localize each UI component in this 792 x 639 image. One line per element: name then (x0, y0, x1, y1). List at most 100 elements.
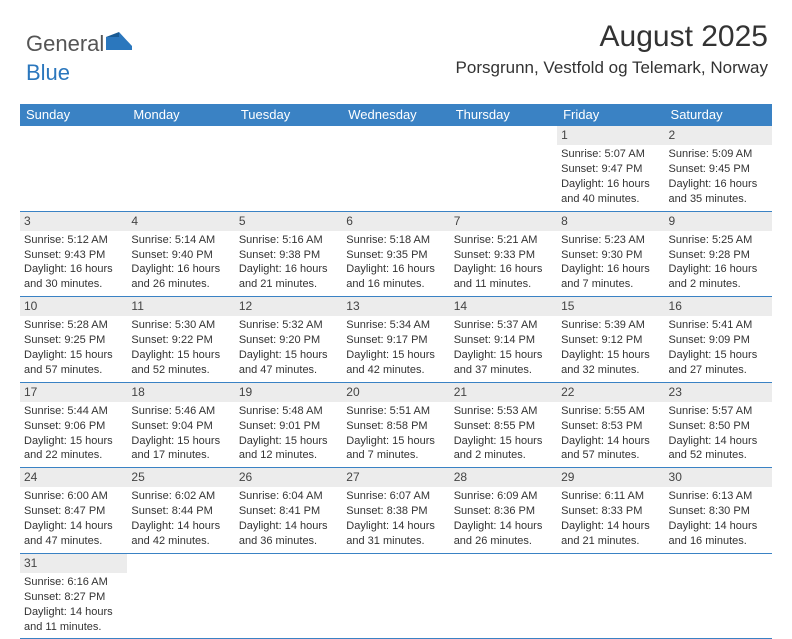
day-line-sunrise: Sunrise: 6:07 AM (346, 489, 445, 504)
day-line-sunset: Sunset: 9:40 PM (131, 248, 230, 263)
day-line-day2: and 52 minutes. (131, 363, 230, 378)
day-number: 20 (342, 383, 449, 402)
day-number: 15 (557, 297, 664, 316)
day-line-day2: and 7 minutes. (346, 448, 445, 463)
day-line-sunset: Sunset: 8:55 PM (454, 419, 553, 434)
day-cell: 17Sunrise: 5:44 AMSunset: 9:06 PMDayligh… (20, 383, 127, 468)
day-body: Sunrise: 5:46 AMSunset: 9:04 PMDaylight:… (127, 402, 234, 467)
day-number: 9 (665, 212, 772, 231)
day-number: 19 (235, 383, 342, 402)
day-line-day1: Daylight: 16 hours (669, 262, 768, 277)
day-cell: 11Sunrise: 5:30 AMSunset: 9:22 PMDayligh… (127, 297, 234, 382)
empty-day (557, 554, 664, 639)
day-line-sunset: Sunset: 8:27 PM (24, 590, 123, 605)
day-line-day2: and 11 minutes. (24, 620, 123, 635)
weekday-header: Sunday (20, 104, 127, 126)
day-number: 16 (665, 297, 772, 316)
day-number: 13 (342, 297, 449, 316)
day-line-day2: and 26 minutes. (454, 534, 553, 549)
day-line-sunrise: Sunrise: 5:55 AM (561, 404, 660, 419)
day-line-sunset: Sunset: 9:43 PM (24, 248, 123, 263)
day-line-sunrise: Sunrise: 5:28 AM (24, 318, 123, 333)
day-body: Sunrise: 5:21 AMSunset: 9:33 PMDaylight:… (450, 231, 557, 296)
day-line-sunset: Sunset: 9:06 PM (24, 419, 123, 434)
day-line-day1: Daylight: 15 hours (561, 348, 660, 363)
day-line-sunrise: Sunrise: 5:51 AM (346, 404, 445, 419)
day-line-day1: Daylight: 16 hours (561, 177, 660, 192)
weekday-header: Wednesday (342, 104, 449, 126)
week-row: 3Sunrise: 5:12 AMSunset: 9:43 PMDaylight… (20, 212, 772, 298)
day-line-day1: Daylight: 16 hours (131, 262, 230, 277)
day-line-day2: and 57 minutes. (24, 363, 123, 378)
day-cell: 26Sunrise: 6:04 AMSunset: 8:41 PMDayligh… (235, 468, 342, 553)
day-line-sunrise: Sunrise: 5:48 AM (239, 404, 338, 419)
day-line-sunrise: Sunrise: 6:04 AM (239, 489, 338, 504)
day-number: 23 (665, 383, 772, 402)
day-number: 30 (665, 468, 772, 487)
day-line-day2: and 31 minutes. (346, 534, 445, 549)
day-number: 6 (342, 212, 449, 231)
day-body: Sunrise: 5:18 AMSunset: 9:35 PMDaylight:… (342, 231, 449, 296)
day-line-day1: Daylight: 16 hours (669, 177, 768, 192)
day-line-day2: and 22 minutes. (24, 448, 123, 463)
day-cell: 2Sunrise: 5:09 AMSunset: 9:45 PMDaylight… (665, 126, 772, 211)
day-line-sunset: Sunset: 8:38 PM (346, 504, 445, 519)
day-body: Sunrise: 5:34 AMSunset: 9:17 PMDaylight:… (342, 316, 449, 381)
calendar: SundayMondayTuesdayWednesdayThursdayFrid… (20, 104, 772, 639)
day-line-day1: Daylight: 14 hours (131, 519, 230, 534)
day-cell: 30Sunrise: 6:13 AMSunset: 8:30 PMDayligh… (665, 468, 772, 553)
day-line-day1: Daylight: 16 hours (239, 262, 338, 277)
day-body: Sunrise: 6:00 AMSunset: 8:47 PMDaylight:… (20, 487, 127, 552)
day-line-sunset: Sunset: 8:50 PM (669, 419, 768, 434)
day-line-sunrise: Sunrise: 5:25 AM (669, 233, 768, 248)
weekday-header: Monday (127, 104, 234, 126)
day-line-day2: and 35 minutes. (669, 192, 768, 207)
day-line-sunset: Sunset: 9:09 PM (669, 333, 768, 348)
day-cell: 15Sunrise: 5:39 AMSunset: 9:12 PMDayligh… (557, 297, 664, 382)
day-number: 29 (557, 468, 664, 487)
day-body: Sunrise: 5:32 AMSunset: 9:20 PMDaylight:… (235, 316, 342, 381)
day-cell: 16Sunrise: 5:41 AMSunset: 9:09 PMDayligh… (665, 297, 772, 382)
day-cell: 9Sunrise: 5:25 AMSunset: 9:28 PMDaylight… (665, 212, 772, 297)
day-line-sunset: Sunset: 8:30 PM (669, 504, 768, 519)
day-cell: 6Sunrise: 5:18 AMSunset: 9:35 PMDaylight… (342, 212, 449, 297)
day-line-sunrise: Sunrise: 5:57 AM (669, 404, 768, 419)
day-line-day1: Daylight: 14 hours (239, 519, 338, 534)
day-body: Sunrise: 5:14 AMSunset: 9:40 PMDaylight:… (127, 231, 234, 296)
day-line-day1: Daylight: 15 hours (346, 434, 445, 449)
day-line-day1: Daylight: 15 hours (239, 348, 338, 363)
day-cell: 20Sunrise: 5:51 AMSunset: 8:58 PMDayligh… (342, 383, 449, 468)
day-line-sunrise: Sunrise: 5:07 AM (561, 147, 660, 162)
day-line-sunset: Sunset: 9:12 PM (561, 333, 660, 348)
day-line-day1: Daylight: 15 hours (454, 434, 553, 449)
day-body: Sunrise: 5:28 AMSunset: 9:25 PMDaylight:… (20, 316, 127, 381)
day-number: 4 (127, 212, 234, 231)
day-body: Sunrise: 5:41 AMSunset: 9:09 PMDaylight:… (665, 316, 772, 381)
day-line-day2: and 21 minutes. (561, 534, 660, 549)
day-line-sunrise: Sunrise: 5:12 AM (24, 233, 123, 248)
empty-day (450, 126, 557, 211)
day-body: Sunrise: 5:07 AMSunset: 9:47 PMDaylight:… (557, 145, 664, 210)
day-line-sunset: Sunset: 8:44 PM (131, 504, 230, 519)
day-number: 31 (20, 554, 127, 573)
day-cell: 25Sunrise: 6:02 AMSunset: 8:44 PMDayligh… (127, 468, 234, 553)
day-body: Sunrise: 5:37 AMSunset: 9:14 PMDaylight:… (450, 316, 557, 381)
logo: General Blue (26, 30, 132, 86)
day-line-day1: Daylight: 15 hours (24, 434, 123, 449)
day-body: Sunrise: 5:09 AMSunset: 9:45 PMDaylight:… (665, 145, 772, 210)
day-number: 28 (450, 468, 557, 487)
day-cell: 7Sunrise: 5:21 AMSunset: 9:33 PMDaylight… (450, 212, 557, 297)
day-body: Sunrise: 6:09 AMSunset: 8:36 PMDaylight:… (450, 487, 557, 552)
day-line-day2: and 40 minutes. (561, 192, 660, 207)
day-cell: 31Sunrise: 6:16 AMSunset: 8:27 PMDayligh… (20, 554, 127, 639)
day-body: Sunrise: 6:07 AMSunset: 8:38 PMDaylight:… (342, 487, 449, 552)
day-body: Sunrise: 6:02 AMSunset: 8:44 PMDaylight:… (127, 487, 234, 552)
day-line-day1: Daylight: 15 hours (24, 348, 123, 363)
day-number: 10 (20, 297, 127, 316)
day-body: Sunrise: 5:53 AMSunset: 8:55 PMDaylight:… (450, 402, 557, 467)
day-number: 8 (557, 212, 664, 231)
empty-day (235, 554, 342, 639)
day-line-sunset: Sunset: 8:36 PM (454, 504, 553, 519)
day-line-day1: Daylight: 14 hours (346, 519, 445, 534)
day-line-sunset: Sunset: 9:30 PM (561, 248, 660, 263)
